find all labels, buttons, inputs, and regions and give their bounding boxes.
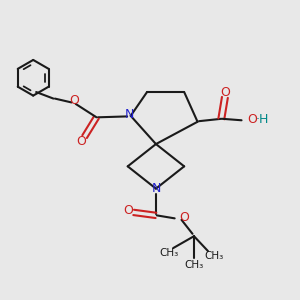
Text: N: N — [151, 182, 160, 195]
Text: O: O — [220, 86, 230, 99]
Text: O: O — [248, 113, 257, 126]
Text: O: O — [69, 94, 79, 107]
Text: O: O — [179, 211, 189, 224]
Text: CH₃: CH₃ — [204, 251, 224, 261]
Text: ·H: ·H — [255, 113, 268, 126]
Text: CH₃: CH₃ — [184, 260, 204, 270]
Text: O: O — [76, 135, 86, 148]
Text: CH₃: CH₃ — [159, 248, 178, 257]
Text: N: N — [124, 108, 134, 121]
Text: O: O — [123, 204, 133, 218]
